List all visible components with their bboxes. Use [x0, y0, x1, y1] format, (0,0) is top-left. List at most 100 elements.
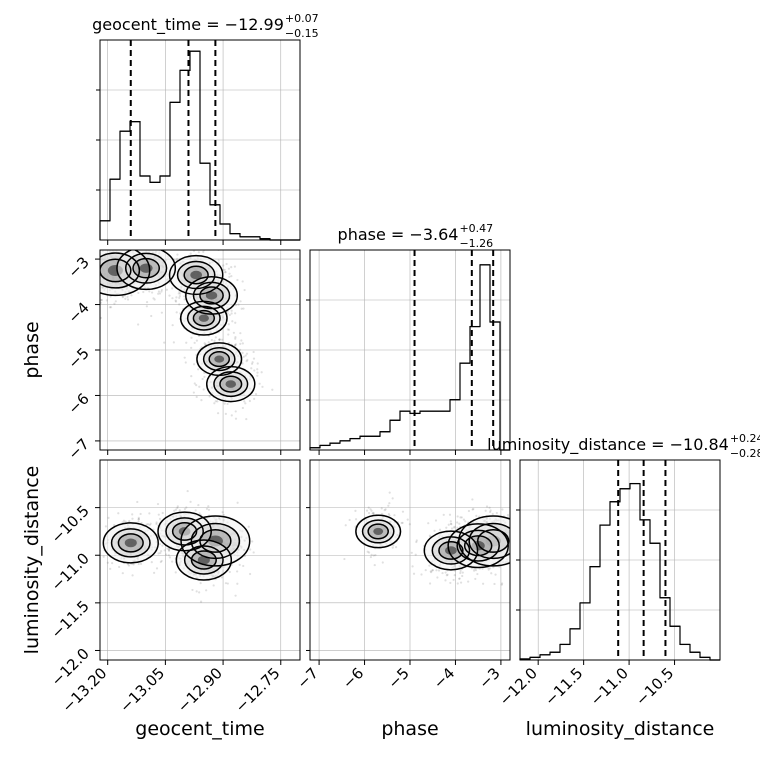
scatter-point [254, 393, 258, 396]
scatter-point [149, 233, 151, 235]
contour-line [447, 523, 509, 569]
scatter-point [176, 253, 179, 256]
scatter-point [143, 244, 145, 246]
scatter-point [234, 337, 237, 340]
scatter-point [199, 600, 203, 603]
scatter-point [471, 508, 474, 511]
scatter-point [160, 288, 163, 292]
scatter-point [149, 522, 152, 525]
contour-line [185, 275, 239, 315]
scatter-point [445, 526, 448, 529]
scatter-point [155, 567, 159, 570]
scatter-point [459, 516, 462, 519]
contour-line [192, 309, 216, 327]
scatter-point [230, 266, 233, 269]
scatter-point [138, 246, 140, 248]
scatter-point [234, 594, 237, 597]
scatter-point [227, 323, 230, 326]
scatter-point [528, 543, 530, 545]
scatter-point [371, 512, 374, 515]
scatter-point [234, 410, 237, 413]
scatter-point [195, 339, 199, 342]
scatter-point [91, 261, 93, 263]
scatter-point [171, 560, 174, 563]
scatter-point [165, 553, 168, 556]
scatter-point [224, 412, 227, 415]
scatter-point [155, 521, 158, 524]
scatter-point [522, 541, 524, 543]
scatter-point [401, 510, 405, 513]
scatter-point [123, 242, 125, 244]
scatter-point [245, 417, 248, 421]
scatter-point [453, 573, 456, 577]
scatter-point [190, 346, 193, 349]
contour-line [367, 523, 389, 540]
scatter-point [121, 572, 124, 575]
scatter-point [143, 243, 145, 245]
scatter-point [137, 518, 140, 521]
scatter-point [145, 300, 149, 304]
scatter-point [459, 571, 462, 575]
scatter-point [500, 583, 503, 586]
scatter-point [236, 278, 239, 282]
scatter-point [230, 414, 233, 417]
scatter-point [495, 511, 498, 515]
scatter-point [171, 297, 174, 300]
scatter-point [458, 522, 461, 525]
scatter-point [198, 591, 201, 594]
contour-line [124, 252, 168, 284]
scatter-point [100, 298, 104, 302]
scatter-point [109, 241, 111, 243]
y-tick-label: −5 [64, 344, 92, 372]
scatter-point [224, 271, 227, 274]
scatter-point [137, 516, 140, 519]
scatter-point [514, 534, 516, 536]
scatter-point [105, 299, 108, 302]
scatter-point [178, 509, 181, 512]
scatter-point [94, 276, 96, 278]
scatter-point [100, 316, 103, 320]
scatter-point [431, 569, 434, 572]
scatter-point [195, 590, 198, 593]
scatter-point [234, 304, 238, 307]
scatter-point [153, 298, 156, 301]
scatter-point [93, 249, 95, 251]
scatter-point [250, 367, 253, 370]
scatter-point [97, 248, 99, 250]
scatter-point [138, 241, 140, 243]
histogram-outline [519, 482, 720, 661]
contour-line [117, 533, 144, 553]
scatter-point [93, 254, 95, 256]
scatter-point [516, 563, 518, 565]
scatter-point [159, 560, 162, 564]
scatter-point [183, 295, 186, 298]
contour-line [423, 530, 479, 571]
scatter-point [142, 290, 145, 294]
scatter-point [514, 550, 516, 552]
scatter-point [185, 506, 188, 509]
scatter-point [117, 245, 119, 247]
scatter-point [228, 275, 231, 278]
title-sup: +0.07 [285, 12, 319, 25]
scatter-point [191, 588, 194, 592]
scatter-point [226, 312, 229, 315]
scatter-point [256, 371, 259, 374]
scatter-point [160, 311, 163, 314]
scatter-point [174, 508, 178, 511]
scatter-point [222, 513, 225, 517]
scatter-point [444, 571, 447, 574]
scatter-point [183, 356, 186, 359]
scatter-point [190, 375, 193, 378]
x-tick-label: −6 [339, 664, 367, 692]
scatter-point [217, 259, 220, 262]
x-tick-label: −7 [294, 664, 322, 692]
scatter-point [230, 309, 233, 312]
scatter-point [92, 273, 94, 275]
scatter-point [126, 246, 128, 248]
scatter-point [96, 546, 98, 548]
scatter-point [506, 514, 510, 517]
panel-frame [99, 459, 301, 661]
scatter-point [96, 544, 98, 546]
scatter-point [441, 571, 444, 575]
